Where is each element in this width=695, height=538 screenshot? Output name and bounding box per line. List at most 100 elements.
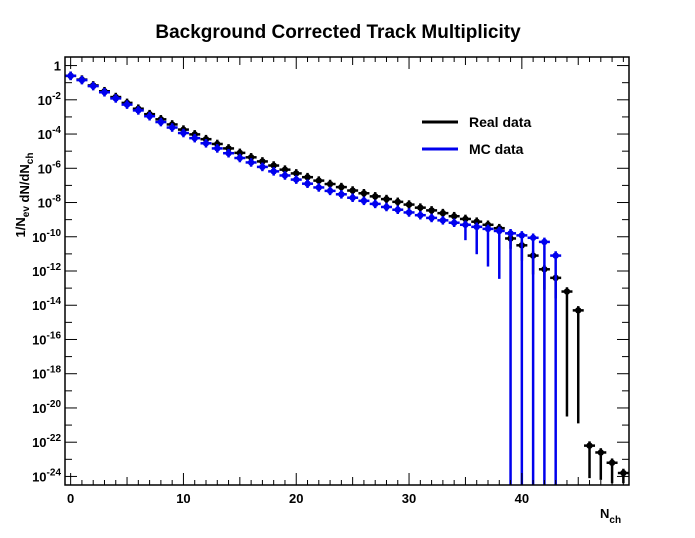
data-point <box>394 206 401 213</box>
data-point <box>360 197 368 205</box>
data-point <box>496 227 503 235</box>
y-tick-label: 10-16 <box>32 330 61 347</box>
x-tick-label: 10 <box>176 491 190 506</box>
data-point <box>270 162 277 169</box>
data-point <box>135 107 142 114</box>
data-point <box>349 187 356 194</box>
data-point <box>315 184 322 191</box>
data-point <box>202 140 210 147</box>
data-point <box>225 150 232 157</box>
data-point <box>90 82 97 90</box>
y-tick-label: 10-18 <box>32 365 61 382</box>
data-point <box>620 469 627 477</box>
data-point <box>225 145 232 152</box>
data-point <box>338 191 345 198</box>
data-point <box>214 145 221 152</box>
data-point <box>326 180 334 188</box>
data-point <box>236 149 244 157</box>
data-point <box>597 449 604 456</box>
data-point <box>428 214 435 222</box>
data-point <box>450 213 458 220</box>
data-point <box>349 194 356 201</box>
data-point <box>507 230 514 237</box>
data-point <box>372 200 379 208</box>
data-point <box>360 190 368 197</box>
data-point <box>123 101 131 108</box>
data-point <box>315 177 322 184</box>
y-tick-label: 10-6 <box>38 159 62 176</box>
data-point <box>146 113 153 120</box>
data-point <box>236 154 244 162</box>
data-point <box>462 215 469 223</box>
y-tick-label: 1 <box>54 59 61 74</box>
data-point <box>462 221 469 228</box>
y-tick-label: 10-12 <box>32 262 61 279</box>
data-point <box>552 252 559 259</box>
data-point <box>304 180 311 187</box>
y-tick-label: 10-14 <box>32 296 61 313</box>
data-point <box>281 166 289 173</box>
x-tick-label: 0 <box>67 491 74 506</box>
legend-label: Real data <box>469 114 531 130</box>
data-point <box>473 218 480 225</box>
data-point <box>338 183 345 191</box>
y-tick-label: 10-2 <box>38 91 62 108</box>
data-point <box>326 187 334 195</box>
y-tick-label: 10-4 <box>38 125 62 142</box>
x-axis: 0 10 20 30 40 <box>67 57 624 506</box>
data-point <box>405 209 413 216</box>
data-point <box>247 159 255 166</box>
data-point <box>259 158 266 165</box>
data-point <box>439 217 447 224</box>
data-point <box>180 129 187 137</box>
data-point <box>168 124 176 131</box>
data-point <box>191 134 198 142</box>
series-mc-data <box>65 71 562 485</box>
x-axis-label: Nch <box>600 506 621 526</box>
data-point <box>259 163 266 171</box>
data-point <box>383 195 390 203</box>
y-tick-label: 10-8 <box>38 194 62 211</box>
data-point <box>112 95 119 102</box>
x-tick-label: 20 <box>289 491 303 506</box>
data-point <box>293 170 300 177</box>
y-tick-label: 10-20 <box>32 399 61 416</box>
chart-title: Background Corrected Track Multiplicity <box>155 22 521 43</box>
data-point <box>293 176 300 183</box>
data-point <box>575 307 582 314</box>
data-point <box>78 76 86 84</box>
x-tick-label: 40 <box>515 491 529 506</box>
data-point <box>541 238 548 246</box>
data-point <box>157 118 165 126</box>
data-point <box>383 203 390 211</box>
data-point <box>281 172 289 179</box>
data-point <box>372 193 379 200</box>
data-point <box>473 223 480 231</box>
data-point <box>247 154 255 161</box>
y-tick-label: 10-24 <box>32 467 61 484</box>
y-tick-label: 10-10 <box>32 228 61 245</box>
data-point <box>405 201 413 208</box>
legend: Real data MC data <box>422 114 531 157</box>
data-point <box>608 459 616 466</box>
x-tick-label: 30 <box>402 491 416 506</box>
data-point <box>394 198 401 206</box>
data-point <box>428 207 435 214</box>
legend-label: MC data <box>469 141 524 157</box>
data-point <box>101 89 108 96</box>
data-point <box>417 204 424 211</box>
data-point <box>439 209 447 217</box>
data-point <box>67 72 74 80</box>
data-point <box>270 168 277 175</box>
data-point <box>518 232 526 239</box>
y-tick-label: 10-22 <box>32 433 61 450</box>
y-axis-label: 1/Nev dN/dNch <box>13 153 36 238</box>
data-point <box>563 288 571 295</box>
data-point <box>529 234 537 241</box>
data-point <box>586 442 593 449</box>
y-axis: 1 10-2 10-4 10-6 10-8 10-10 10-12 10-14 10-16 10-… <box>32 59 629 484</box>
data-point <box>417 211 424 219</box>
series-layer <box>65 71 629 485</box>
data-point <box>304 173 311 181</box>
